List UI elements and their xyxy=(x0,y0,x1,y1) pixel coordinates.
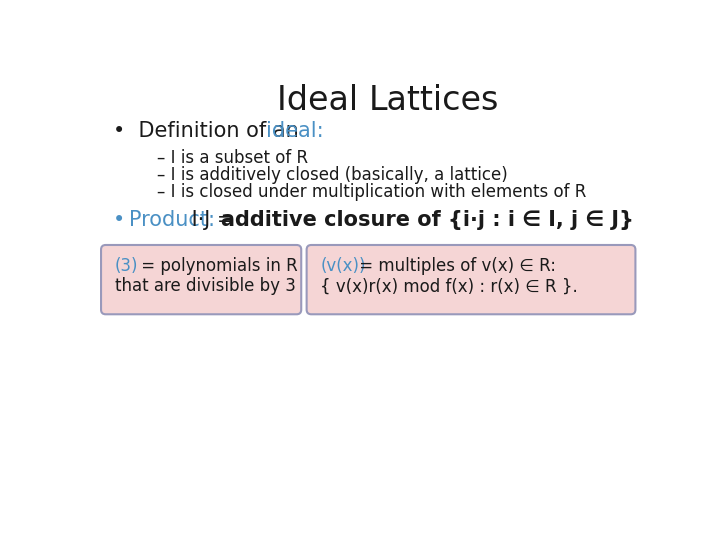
Text: ideal:: ideal: xyxy=(266,121,323,141)
Text: that are divisible by 3: that are divisible by 3 xyxy=(115,278,296,295)
Text: { v(x)r(x) mod f(x) : r(x) ∈ R }.: { v(x)r(x) mod f(x) : r(x) ∈ R }. xyxy=(320,278,578,295)
Text: Lattices: Lattices xyxy=(369,84,500,117)
Text: = multiples of v(x) ∈ R:: = multiples of v(x) ∈ R: xyxy=(354,257,557,275)
Text: = polynomials in R: = polynomials in R xyxy=(137,257,298,275)
Text: – I is additively closed (basically, a lattice): – I is additively closed (basically, a l… xyxy=(157,166,508,184)
Text: Ideal: Ideal xyxy=(277,84,369,117)
Text: – I is closed under multiplication with elements of R: – I is closed under multiplication with … xyxy=(157,183,587,201)
Text: – I is a subset of R: – I is a subset of R xyxy=(157,148,308,167)
Text: •  Definition of an: • Definition of an xyxy=(113,121,306,141)
Text: (3): (3) xyxy=(115,257,138,275)
FancyBboxPatch shape xyxy=(307,245,636,314)
Text: •: • xyxy=(113,210,132,230)
Text: additive closure of {i·j : i ∈ I, j ∈ J}: additive closure of {i·j : i ∈ I, j ∈ J} xyxy=(221,210,634,230)
Text: Product:: Product: xyxy=(129,210,215,230)
Text: I·J =: I·J = xyxy=(185,210,241,230)
Text: (v(x)): (v(x)) xyxy=(320,257,366,275)
FancyBboxPatch shape xyxy=(101,245,301,314)
